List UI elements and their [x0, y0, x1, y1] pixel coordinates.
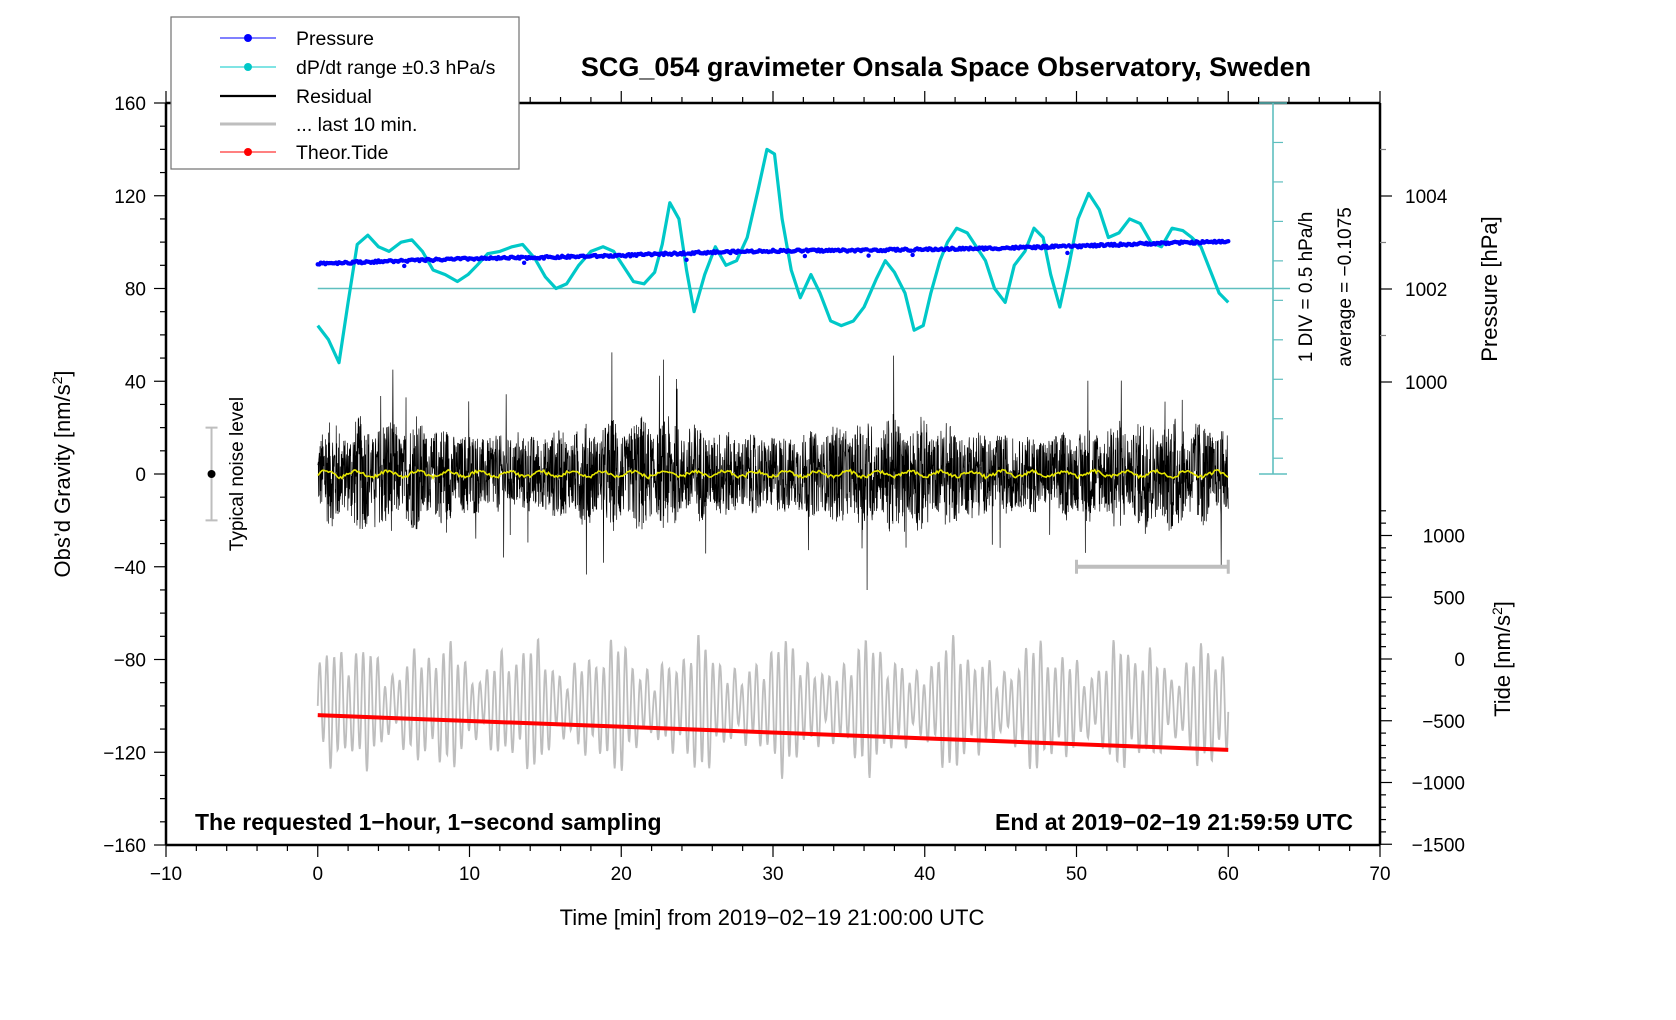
y-left-title-sup: 2	[49, 376, 65, 384]
x-tick-label: 10	[459, 864, 480, 885]
x-tick-label: −10	[150, 864, 182, 885]
legend-label-pressure: Pressure	[296, 28, 374, 50]
y-tide-axis-ticks: 1000 500 0 −500 −1000 −1500	[1380, 510, 1465, 856]
y-left-axis-ticks: 160 120 80 40 0 −40 −80 −120 −160	[103, 94, 166, 857]
legend: Pressure dP/dt range ±0.3 hPa/s Residual…	[170, 16, 520, 170]
chart-title: SCG_054 gravimeter Onsala Space Observat…	[581, 52, 1311, 82]
theor-tide-line	[317, 713, 1229, 752]
noise-level-bar	[205, 426, 218, 522]
residual-line	[317, 352, 1229, 590]
noise-level-label: Typical noise level	[227, 397, 248, 551]
y-left-tick-label: 0	[135, 465, 146, 486]
series-theor-tide	[317, 713, 1229, 752]
series-dpdt	[316, 147, 1230, 365]
legend-box	[170, 16, 520, 170]
y-tide-title-base: Tide [nm/s	[1490, 615, 1515, 717]
y-pressure-tick-label: 1000	[1405, 373, 1447, 394]
y-tide-tick-label: −500	[1422, 712, 1465, 733]
x-tick-label: 70	[1369, 864, 1390, 885]
y-tide-title-sup: 2	[1489, 607, 1505, 615]
series-last-10-min-oscillation	[316, 634, 1230, 779]
y-pressure-axis-ticks: 1004 1002 1000	[1380, 148, 1448, 394]
pressure-point	[684, 257, 689, 263]
dpdt-scale-label: 1 DIV = 0.5 hPa/h	[1296, 212, 1317, 363]
series-residual-smoothed	[317, 468, 1229, 480]
legend-label-theor-tide: Theor.Tide	[296, 142, 389, 164]
y-left-tick-label: −40	[114, 558, 146, 579]
x-axis-ticks: −10 0 10 20 30 40 50 60 70	[150, 91, 1391, 885]
x-tick-label: 50	[1066, 864, 1087, 885]
dpdt-average-label: average = −0.1075	[1335, 207, 1356, 367]
pressure-point	[910, 252, 915, 258]
legend-marker-dpdt	[244, 63, 252, 71]
legend-item-dpdt: dP/dt range ±0.3 hPa/s	[220, 57, 496, 79]
series-pressure	[315, 238, 1231, 269]
x-tick-label: 40	[914, 864, 935, 885]
pressure-point	[802, 253, 808, 259]
y-left-tick-label: 160	[114, 94, 146, 115]
y-left-axis-title: Obs’d Gravity [nm/s2]	[49, 370, 75, 577]
y-left-tick-label: 120	[114, 187, 146, 208]
y-left-title-end: ]	[50, 370, 75, 376]
pressure-point	[866, 253, 871, 258]
legend-item-pressure: Pressure	[220, 28, 374, 50]
legend-label-residual: Residual	[296, 86, 372, 108]
legend-item-residual: Residual	[220, 86, 372, 108]
y-left-tick-label: 80	[125, 280, 146, 301]
pressure-point	[1065, 250, 1070, 256]
y-tide-tick-label: 0	[1454, 650, 1465, 671]
dpdt-line	[316, 147, 1230, 365]
noise-bar-center-dot	[207, 470, 216, 478]
legend-label-dpdt: dP/dt range ±0.3 hPa/s	[296, 57, 496, 79]
y-pressure-axis-title: Pressure [hPa]	[1477, 216, 1502, 362]
pressure-point	[402, 263, 407, 269]
y-pressure-tick-label: 1002	[1405, 280, 1447, 301]
annotation-sampling: The requested 1−hour, 1−second sampling	[195, 809, 662, 835]
x-tick-label: 0	[312, 864, 323, 885]
x-tick-label: 20	[611, 864, 632, 885]
y-tide-tick-label: −1000	[1412, 774, 1465, 795]
x-axis-title: Time [min] from 2019−02−19 21:00:00 UTC	[560, 905, 985, 930]
y-tide-axis-title: Tide [nm/s2]	[1489, 601, 1515, 717]
y-left-tick-label: −160	[103, 836, 146, 857]
legend-marker-theor-tide	[244, 148, 252, 156]
x-tick-label: 30	[762, 864, 783, 885]
grey-oscillation-line	[316, 634, 1230, 779]
y-tide-tick-label: 500	[1433, 588, 1465, 609]
legend-item-last-10-min: ... last 10 min.	[220, 114, 417, 136]
annotation-end-time: End at 2019−02−19 21:59:59 UTC	[995, 809, 1353, 835]
y-tide-tick-label: 1000	[1423, 527, 1465, 548]
legend-item-theor-tide: Theor.Tide	[220, 142, 389, 164]
residual-smoothed-line	[317, 468, 1229, 480]
last-10-min-marker	[1075, 559, 1230, 574]
y-pressure-tick-label: 1004	[1405, 187, 1448, 208]
legend-label-last-10-min: ... last 10 min.	[296, 114, 417, 136]
y-left-title-base: Obs’d Gravity [nm/s	[50, 384, 75, 577]
y-left-tick-label: −80	[114, 651, 146, 672]
y-tide-tick-label: −1500	[1412, 835, 1465, 856]
x-tick-label: 60	[1218, 864, 1239, 885]
y-left-tick-label: 40	[125, 372, 146, 393]
pressure-point	[521, 260, 527, 266]
legend-marker-pressure	[244, 34, 252, 42]
series-residual	[317, 352, 1229, 590]
y-left-tick-label: −120	[103, 743, 146, 764]
pressure-point	[1226, 239, 1231, 244]
y-tide-title-end: ]	[1490, 601, 1515, 607]
